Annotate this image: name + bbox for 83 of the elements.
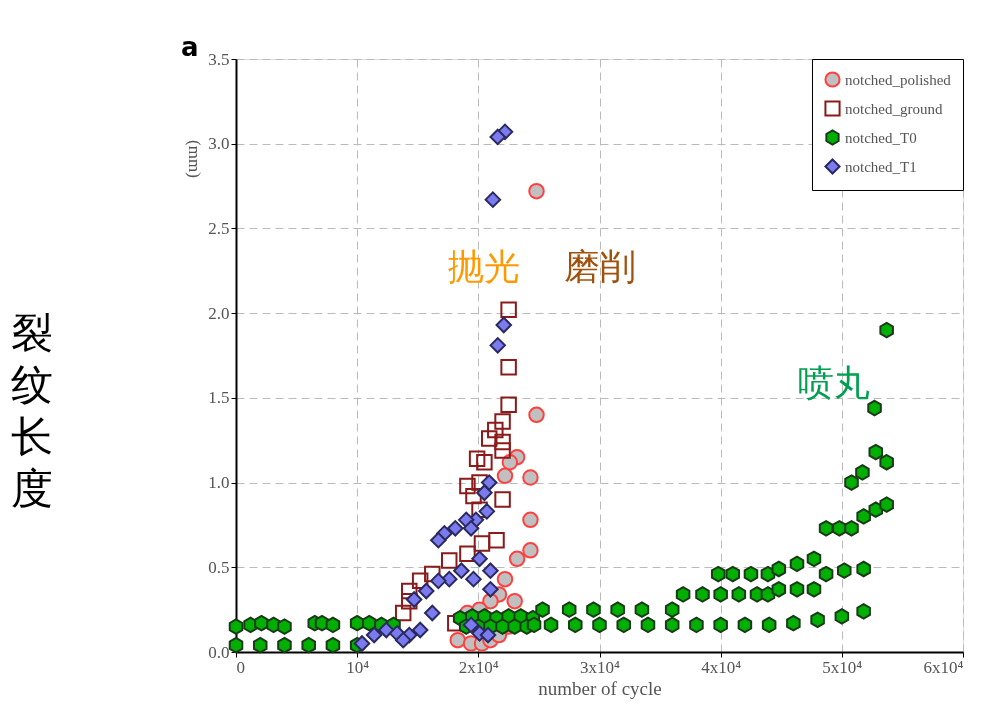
y-tick-label: 3.0: [208, 134, 230, 154]
point: [394, 604, 412, 622]
annotation: 磨削: [563, 246, 636, 288]
point: [480, 430, 498, 447]
x-axis-title: number of cycle: [538, 677, 662, 699]
point: [494, 442, 511, 459]
point: [496, 467, 514, 485]
annotation: 喷丸: [797, 361, 870, 403]
point: [430, 531, 447, 549]
point: [500, 301, 517, 318]
point: [468, 450, 486, 468]
point: [508, 550, 526, 568]
point: [411, 572, 429, 590]
point: [417, 582, 435, 600]
point: [495, 316, 513, 334]
point: [494, 491, 511, 508]
point: [500, 359, 517, 376]
point: [522, 511, 539, 529]
text: (mm): [185, 140, 204, 178]
point: [528, 182, 545, 200]
y-tick-label: 2.0: [208, 303, 230, 323]
point: [405, 591, 423, 608]
y-tick-label: 0.0: [208, 642, 230, 662]
x-tick-label: 4x10⁴: [701, 657, 742, 677]
text: a: [181, 32, 199, 62]
point: [453, 562, 470, 579]
point: [459, 477, 476, 495]
point: [441, 552, 458, 569]
y-tick-label: 1.5: [208, 388, 230, 408]
point: [411, 621, 429, 639]
point: [480, 474, 498, 491]
point: [479, 626, 497, 644]
point: [476, 484, 493, 501]
point: [424, 565, 441, 583]
point: [500, 396, 517, 413]
y-tick-label: 3.5: [208, 49, 230, 69]
point: [465, 570, 482, 588]
x-tick-label: 6x10⁴: [923, 657, 964, 677]
point: [487, 421, 504, 439]
point: [462, 520, 480, 537]
point: [424, 604, 441, 622]
x-tick-label: 10⁴: [346, 657, 370, 677]
point: [484, 191, 502, 208]
point: [449, 631, 466, 649]
point: [447, 520, 464, 537]
x-tick-label: 0: [236, 657, 245, 677]
x-tick-label: 5x10⁴: [822, 657, 863, 677]
legend-label: notched_ground: [845, 100, 943, 117]
point: [365, 626, 383, 644]
y-tick-label: 0.5: [208, 557, 230, 577]
point: [394, 631, 412, 649]
x-tick-label: 3x10⁴: [580, 657, 621, 677]
point: [459, 545, 476, 562]
point: [471, 550, 488, 568]
x-tick-label: 2x10⁴: [458, 657, 499, 677]
annotation: 抛光: [448, 246, 521, 288]
legend-label: notched_polished: [845, 71, 952, 88]
point: [489, 337, 506, 354]
point: [489, 128, 506, 146]
point: [353, 635, 371, 652]
point: [494, 433, 511, 451]
point: [482, 562, 499, 579]
legend-label: notched_T1: [845, 158, 917, 175]
point: [528, 406, 545, 424]
point: [496, 570, 514, 588]
legend-label: notched_T0: [845, 129, 917, 146]
y-tick-label: 2.5: [208, 218, 230, 238]
point: [522, 542, 539, 559]
y-tick-label: 1.0: [208, 473, 230, 493]
point: [506, 592, 523, 610]
y-axis-title: 裂纹长度: [11, 308, 54, 513]
point: [378, 621, 395, 639]
point: [482, 581, 499, 598]
point: [430, 572, 447, 590]
point: [473, 535, 491, 552]
point: [522, 469, 539, 486]
point: [476, 453, 493, 471]
point: [494, 413, 511, 430]
point: [465, 487, 482, 505]
point: [401, 582, 418, 600]
point: [478, 503, 496, 520]
point: [488, 531, 505, 549]
point: [462, 616, 480, 634]
